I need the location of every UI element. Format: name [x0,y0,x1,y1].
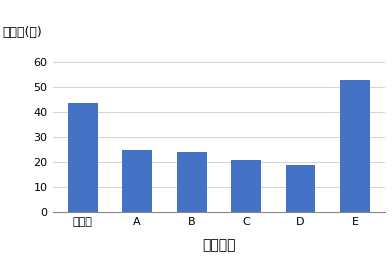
Bar [231,160,261,212]
Bar [68,103,98,212]
Bar [340,80,370,212]
Bar [176,152,207,212]
Bar [122,150,152,212]
Bar [285,164,316,212]
Text: 균핵수(개): 균핵수(개) [3,26,42,39]
X-axis label: 음파종류: 음파종류 [202,238,236,252]
